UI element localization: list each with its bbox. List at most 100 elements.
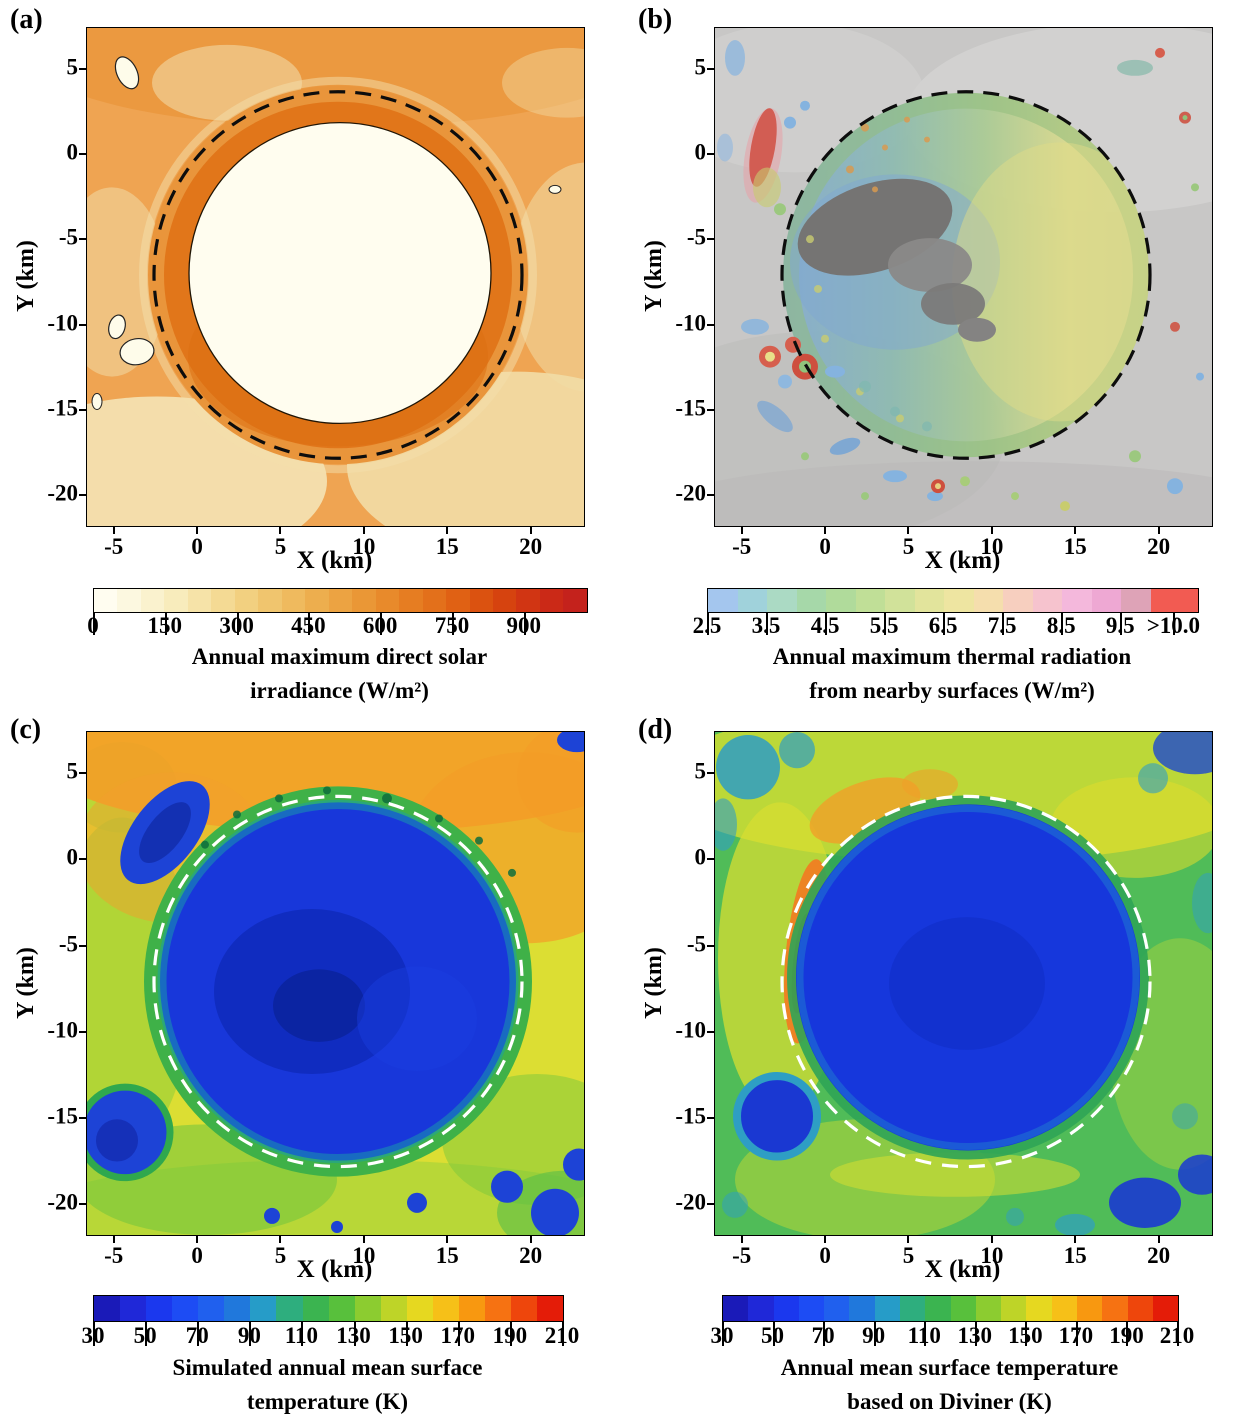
colorbar-segment — [737, 589, 768, 612]
colorbar-segment — [432, 1296, 459, 1321]
y-tick-label: -5 — [58, 225, 78, 251]
y-tick-mark — [707, 323, 715, 326]
colorbar-segment — [276, 1296, 303, 1321]
y-tick-label: 0 — [66, 845, 79, 871]
colorbar-tick-mark — [562, 1321, 564, 1346]
colorbar-tick-mark — [1075, 1321, 1078, 1346]
colorbar-segment — [773, 1296, 799, 1321]
colorbar-segment — [484, 1296, 511, 1321]
panel-a-colorbar-ticks: 0 150 300 450 600 750 900 — [87, 613, 586, 639]
colorbar-segment — [172, 1296, 199, 1321]
y-tick-label: 5 — [66, 54, 79, 80]
colorbar-segment — [885, 589, 915, 612]
x-tick-mark — [362, 1235, 365, 1243]
x-tick-label: 20 — [1147, 1243, 1171, 1268]
colorbar-tick-label: 90 — [862, 1323, 886, 1348]
y-tick-mark — [79, 494, 87, 497]
caption-line-1: Annual mean surface temperature — [780, 1355, 1119, 1380]
x-tick-mark — [196, 526, 199, 534]
panel-a-colorbar-caption: Annual maximum direct solar irradiance (… — [93, 640, 586, 708]
y-tick-mark — [707, 944, 715, 947]
colorbar-tick-mark — [884, 612, 887, 635]
y-tick-mark — [79, 772, 87, 775]
y-tick-mark — [79, 323, 87, 326]
colorbar-tick-mark — [523, 612, 526, 635]
x-tick-mark — [1157, 1235, 1160, 1243]
colorbar-tick-mark — [353, 1321, 356, 1346]
panel-d: (d) Y (km) — [628, 710, 1256, 1420]
colorbar-tick-mark — [249, 1321, 252, 1346]
caption-line-2: from nearby surfaces (W/m²) — [809, 678, 1095, 703]
panel-a: (a) Y (km) -5 0 5 10 15 20 5 0 -5 — [0, 0, 628, 710]
x-tick-label: 10 — [980, 534, 1004, 559]
x-tick-label: 0 — [191, 1243, 203, 1268]
colorbar-tick-label: 900 — [506, 613, 542, 638]
colorbar-tick-mark — [707, 612, 709, 635]
colorbar-tick-mark — [1061, 612, 1064, 635]
colorbar-tick-mark — [164, 612, 167, 635]
colorbar-segment — [950, 1296, 976, 1321]
colorbar-tick-mark — [301, 1321, 304, 1346]
colorbar-segment — [117, 589, 141, 612]
x-tick-mark — [907, 526, 910, 534]
panel-c-colorbar-ticks: 30 50 70 90 110 130 150 170 190 210 — [82, 1323, 580, 1349]
y-tick-mark — [79, 153, 87, 156]
y-tick-label: -15 — [47, 395, 78, 421]
x-tick-mark — [112, 1235, 115, 1243]
colorbar-segment — [539, 589, 564, 612]
colorbar-segment — [826, 589, 856, 612]
x-tick-label: 0 — [191, 534, 203, 559]
colorbar-tick-label: 4.5 — [810, 613, 840, 638]
x-tick-mark — [740, 526, 743, 534]
panel-b-y-axis-label: Y (km) — [641, 240, 667, 312]
panel-d-colorbar-caption: Annual mean surface temperature based on… — [722, 1351, 1177, 1419]
colorbar-segment — [399, 589, 423, 612]
y-tick-mark — [79, 67, 87, 70]
colorbar-segment — [516, 589, 540, 612]
exterior-hot-cold-speckles — [717, 39, 1204, 512]
y-tick-label: -5 — [686, 931, 706, 957]
x-tick-mark — [1074, 1235, 1077, 1243]
colorbar-segment — [258, 589, 282, 612]
y-tick-label: -5 — [58, 931, 78, 957]
colorbar-segment — [1026, 1296, 1052, 1321]
y-tick-mark — [707, 858, 715, 861]
y-tick-mark — [79, 944, 87, 947]
y-tick-label: -20 — [675, 480, 706, 506]
rim-outline-dashed — [780, 90, 1152, 460]
colorbar-tick-mark — [722, 1321, 724, 1346]
panel-b-label: (b) — [638, 4, 673, 35]
x-tick-label: 5 — [902, 1243, 915, 1268]
x-tick-label: 15 — [435, 1243, 459, 1268]
panel-c-colorbar-caption: Simulated annual mean surface temperatur… — [93, 1351, 562, 1419]
colorbar-segment — [1150, 589, 1198, 612]
colorbar-tick-label: 170 — [440, 1323, 476, 1348]
colorbar-tick-label: 210 — [1159, 1323, 1195, 1348]
colorbar-tick-label: 150 — [147, 613, 183, 638]
colorbar-tick-label: 210 — [544, 1323, 580, 1348]
x-tick-label: -5 — [104, 534, 124, 559]
colorbar-segment — [874, 1296, 900, 1321]
colorbar-segment — [1102, 1296, 1128, 1321]
colorbar-tick-label: 90 — [237, 1323, 261, 1348]
y-tick-mark — [707, 494, 715, 497]
colorbar-segment — [1091, 589, 1122, 612]
colorbar-segment — [1001, 1296, 1027, 1321]
x-tick-mark — [990, 1235, 993, 1243]
y-tick-mark — [707, 1116, 715, 1119]
colorbar-tick-label: 750 — [434, 613, 470, 638]
colorbar-segment — [748, 1296, 774, 1321]
colorbar-segment — [234, 589, 259, 612]
y-tick-mark — [79, 1202, 87, 1205]
x-tick-label: 5 — [274, 534, 287, 559]
colorbar-segment — [146, 1296, 173, 1321]
x-tick-label: 20 — [1147, 534, 1171, 559]
colorbar-tick-mark — [93, 1321, 95, 1346]
colorbar-tick-label: 150 — [1008, 1323, 1043, 1348]
colorbar-segment — [975, 1296, 1002, 1321]
colorbar-tick-mark — [772, 1321, 775, 1346]
colorbar-tick-mark — [509, 1321, 512, 1346]
y-tick-label: -15 — [675, 395, 706, 421]
colorbar-segment — [305, 589, 329, 612]
crater-thermal-overlay — [783, 92, 1149, 458]
